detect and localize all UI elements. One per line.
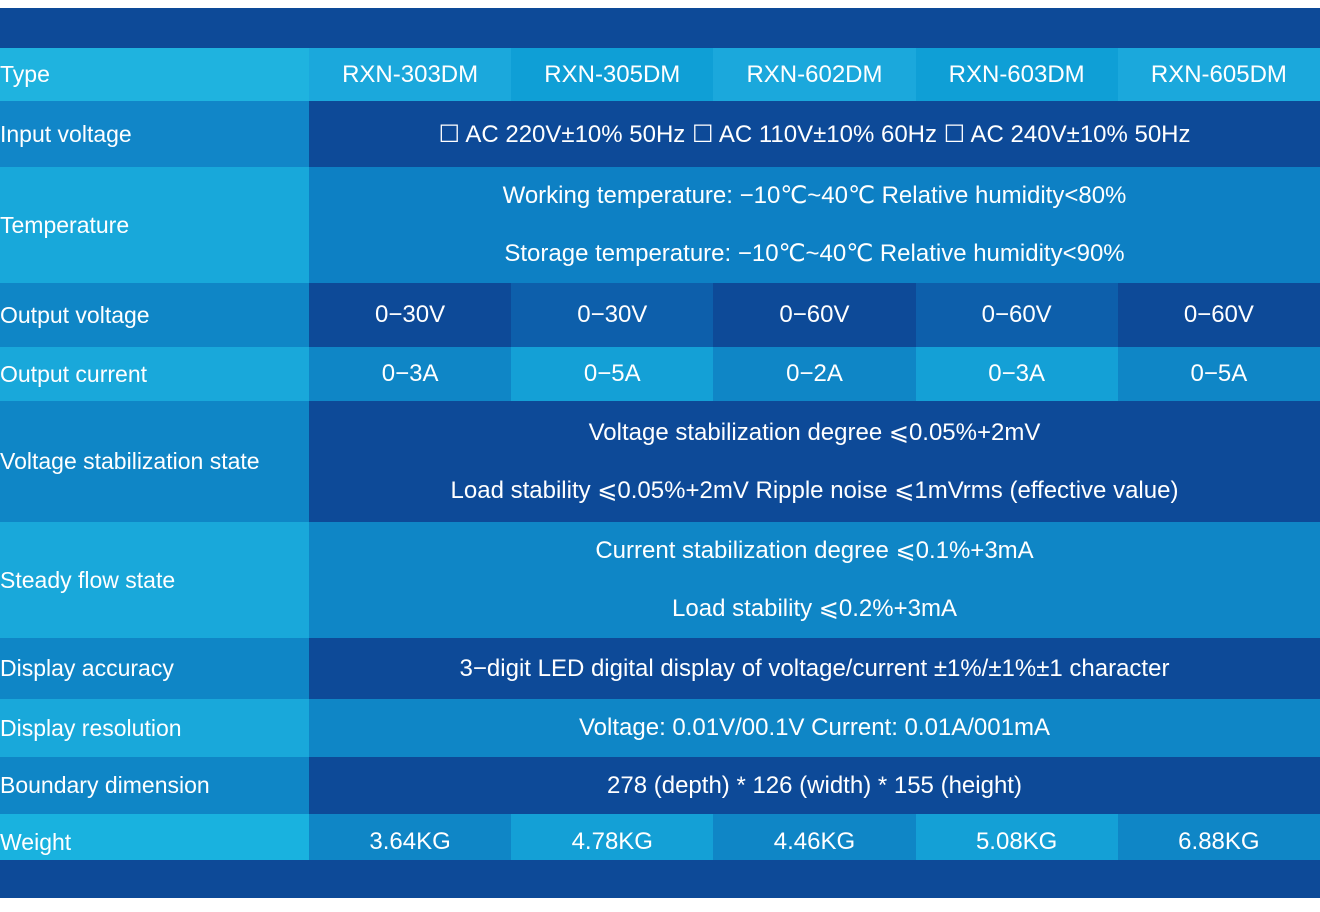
row-label-output-current: Output current xyxy=(0,347,309,401)
table-row-display-accuracy: Display accuracy 3−digit LED digital dis… xyxy=(0,638,1320,699)
row-label-display-resolution: Display resolution xyxy=(0,699,309,757)
load-stability-ripple-text: Load stability ⩽0.05%+2mV Ripple noise ⩽… xyxy=(450,476,1179,504)
table-row-steady-flow: Steady flow state Current stabilization … xyxy=(0,522,1320,638)
current-stabilization-degree-text: Current stabilization degree ⩽0.1%+3mA xyxy=(595,537,1034,564)
row-label-output-voltage: Output voltage xyxy=(0,283,309,347)
model-header-3: RXN-602DM xyxy=(713,48,916,101)
table-row-display-resolution: Display resolution Voltage: 0.01V/00.1V … xyxy=(0,699,1320,757)
output-current-cell-1: 0−3A xyxy=(309,347,512,401)
input-voltage-value: ☐ AC 220V±10% 50Hz ☐ AC 110V±10% 60Hz ☐ … xyxy=(309,101,1320,167)
bottom-banner-bar xyxy=(0,860,1320,898)
table-row-output-current: Output current 0−3A 0−5A 0−2A 0−3A 0−5A xyxy=(0,347,1320,401)
voltage-stabilization-degree-text: Voltage stabilization degree ⩽0.05%+2mV xyxy=(588,418,1041,446)
output-current-cell-4: 0−3A xyxy=(915,347,1118,401)
output-current-cell-3: 0−2A xyxy=(713,347,916,401)
output-voltage-cell-5: 0−60V xyxy=(1117,283,1320,347)
temperature-value: Working temperature: −10℃~40℃ Relative h… xyxy=(309,167,1320,283)
display-resolution-value: Voltage: 0.01V/00.1V Current: 0.01A/001m… xyxy=(309,699,1320,757)
boundary-dimension-value: 278 (depth) * 126 (width) * 155 (height) xyxy=(309,757,1320,814)
output-current-cell-5: 0−5A xyxy=(1117,347,1320,401)
row-label-input-voltage: Input voltage xyxy=(0,101,309,167)
spec-sheet-frame: Type RXN-303DM RXN-305DM RXN-602DM RXN-6… xyxy=(0,8,1320,898)
row-label-temperature: Temperature xyxy=(0,167,309,283)
table-row-voltage-stabilization: Voltage stabilization state Voltage stab… xyxy=(0,401,1320,522)
row-label-boundary-dimension: Boundary dimension xyxy=(0,757,309,814)
output-current-cell-2: 0−5A xyxy=(511,347,714,401)
voltage-stabilization-value: Voltage stabilization degree ⩽0.05%+2mV … xyxy=(309,401,1320,522)
table-row-boundary-dimension: Boundary dimension 278 (depth) * 126 (wi… xyxy=(0,757,1320,814)
table-row-input-voltage: Input voltage ☐ AC 220V±10% 50Hz ☐ AC 11… xyxy=(0,101,1320,167)
row-label-type: Type xyxy=(0,48,309,101)
storage-temperature-text: Storage temperature: −10℃~40℃ Relative h… xyxy=(504,240,1125,267)
table-row-type: Type RXN-303DM RXN-305DM RXN-602DM RXN-6… xyxy=(0,48,1320,101)
row-label-display-accuracy: Display accuracy xyxy=(0,638,309,699)
row-label-steady-flow: Steady flow state xyxy=(0,522,309,638)
current-load-stability-text: Load stability ⩽0.2%+3mA xyxy=(672,595,957,622)
output-voltage-cell-1: 0−30V xyxy=(309,283,512,347)
model-header-1: RXN-303DM xyxy=(309,48,512,101)
table-row-output-voltage: Output voltage 0−30V 0−30V 0−60V 0−60V 0… xyxy=(0,283,1320,347)
steady-flow-value: Current stabilization degree ⩽0.1%+3mA L… xyxy=(309,522,1320,638)
model-header-4: RXN-603DM xyxy=(915,48,1118,101)
model-header-5: RXN-605DM xyxy=(1117,48,1320,101)
row-label-voltage-stabilization: Voltage stabilization state xyxy=(0,401,309,522)
model-header-2: RXN-305DM xyxy=(511,48,714,101)
output-voltage-cell-3: 0−60V xyxy=(713,283,916,347)
table-row-temperature: Temperature Working temperature: −10℃~40… xyxy=(0,167,1320,283)
display-accuracy-value: 3−digit LED digital display of voltage/c… xyxy=(309,638,1320,699)
working-temperature-text: Working temperature: −10℃~40℃ Relative h… xyxy=(502,182,1127,209)
output-voltage-cell-4: 0−60V xyxy=(915,283,1118,347)
spec-table: Type RXN-303DM RXN-305DM RXN-602DM RXN-6… xyxy=(0,48,1320,870)
output-voltage-cell-2: 0−30V xyxy=(511,283,714,347)
top-banner-bar xyxy=(0,8,1320,48)
